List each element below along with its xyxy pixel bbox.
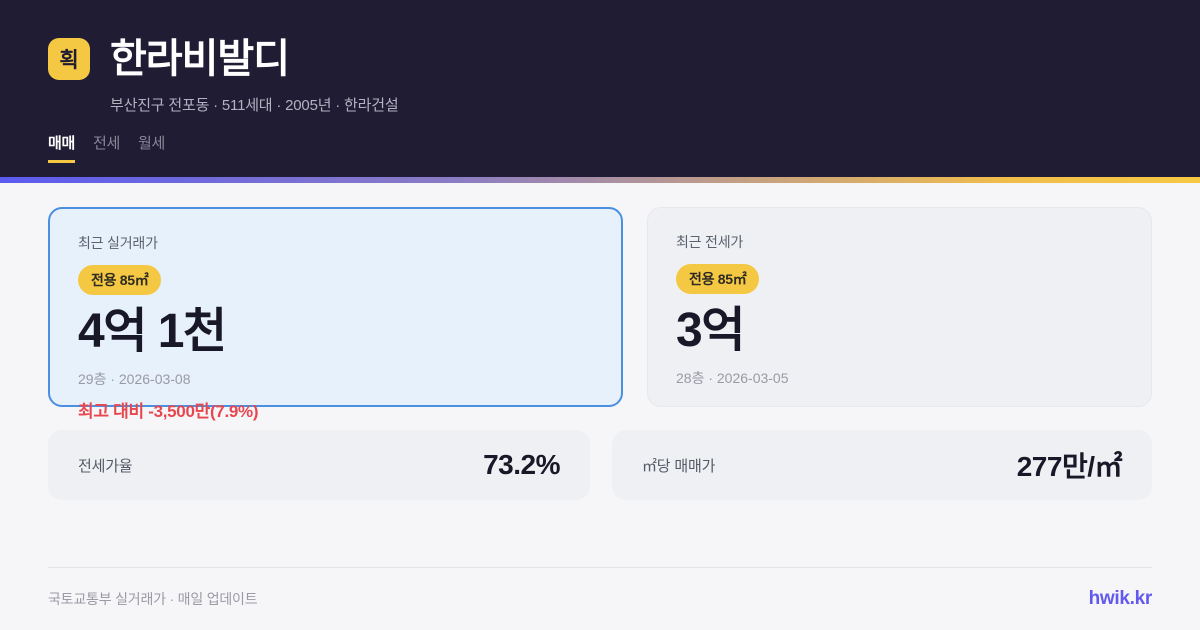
accent-gradient-divider [0, 177, 1200, 183]
sale-card-label: 최근 실거래가 [78, 235, 158, 251]
recent-sale-price-card: 최근 실거래가 전용 85㎡ 4억 1천 29층 · 2026-03-08 최고… [48, 207, 623, 421]
sale-price-value: 4억 1천 [78, 305, 227, 358]
sale-change-vs-peak: 최고 대비 -3,500만(7.9%) [78, 402, 259, 422]
apartment-subtitle: 부산진구 전포동 · 511세대 · 2005년 · 한라건설 [110, 97, 399, 114]
jeonse-ratio-label: 전세가율 [78, 457, 133, 475]
trade-type-tabs: 매매 전세 월세 [48, 132, 165, 163]
jeonse-ratio-value: 73.2% [483, 449, 560, 480]
tab-jeonse[interactable]: 전세 [93, 135, 121, 152]
tab-wolse[interactable]: 월세 [138, 135, 166, 152]
header: 획 한라비발디 부산진구 전포동 · 511세대 · 2005년 · 한라건설 … [0, 0, 1200, 177]
jeonse-floor-date: 28층 · 2026-03-05 [676, 370, 789, 387]
page-title: 한라비발디 [110, 37, 290, 81]
data-source-note: 국토교통부 실거래가 · 매일 업데이트 [48, 591, 258, 607]
header-top-row: 획 한라비발디 [48, 38, 1152, 80]
sale-area-badge: 전용 85㎡ [78, 265, 162, 295]
jeonse-area-badge: 전용 85㎡ [676, 264, 760, 294]
price-per-sqm-card: ㎡당 매매가 277만/㎡ [612, 430, 1152, 500]
tab-maemae[interactable]: 매매 [48, 132, 75, 163]
jeonse-price-value: 3억 [676, 304, 745, 357]
recent-jeonse-price-card: 최근 전세가 전용 85㎡ 3억 28층 · 2026-03-05 [647, 207, 1152, 407]
jeonse-ratio-card: 전세가율 73.2% [48, 430, 590, 500]
footer: 국토교통부 실거래가 · 매일 업데이트 hwik.kr [48, 567, 1152, 630]
brand-link[interactable]: hwik.kr [1088, 588, 1153, 609]
jeonse-card-label: 최근 전세가 [676, 234, 744, 250]
price-per-sqm-value: 277만/㎡ [1016, 451, 1123, 482]
sale-floor-date: 29층 · 2026-03-08 [78, 371, 191, 388]
price-per-sqm-label: ㎡당 매매가 [642, 457, 716, 475]
brand-logo-icon: 획 [48, 38, 90, 80]
